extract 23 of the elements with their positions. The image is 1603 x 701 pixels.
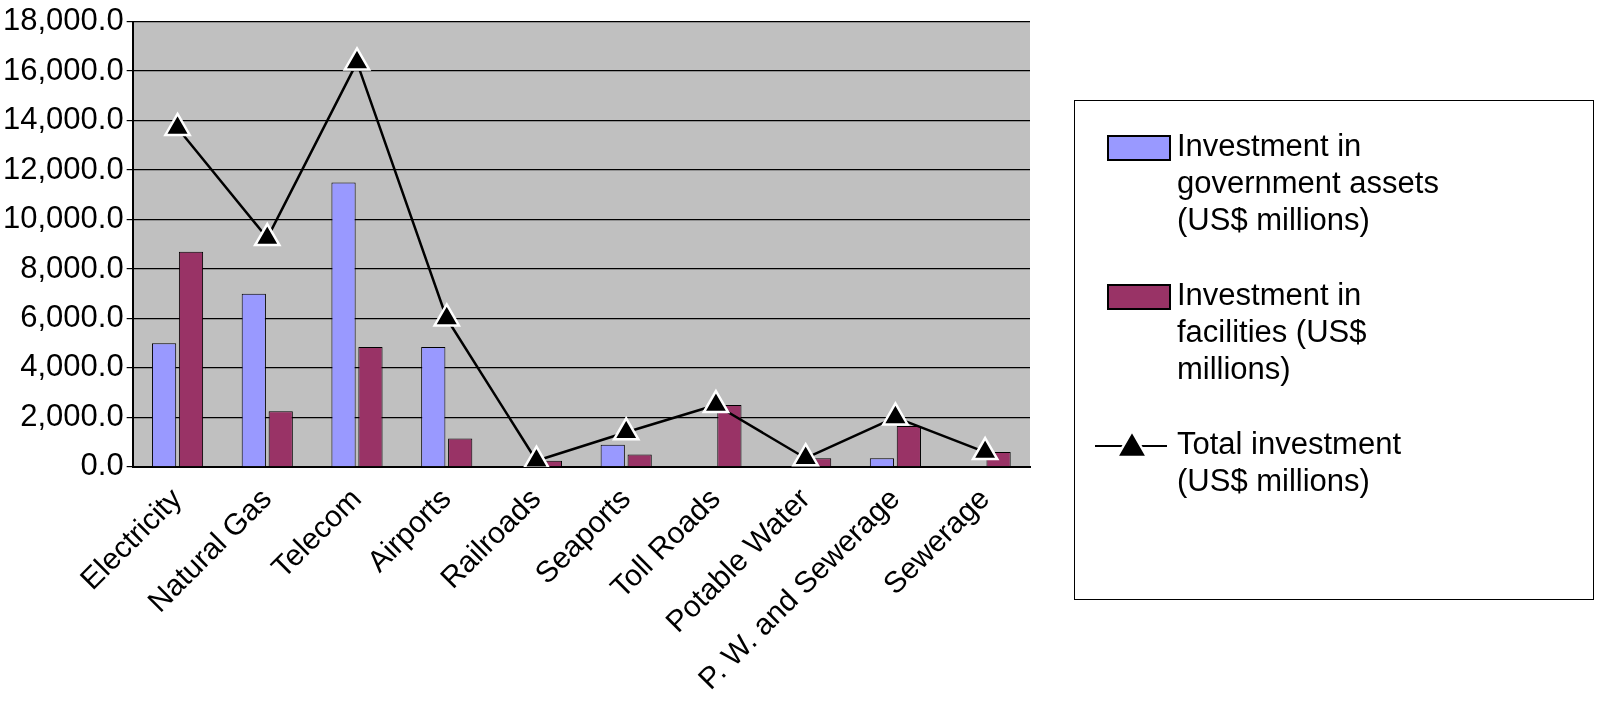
y-tick-label: 6,000.0 (20, 299, 124, 335)
point (792, 442, 820, 467)
y-tick-label: 16,000.0 (3, 51, 124, 87)
y-tick-label: 18,000.0 (3, 2, 124, 38)
y-tick-label: 0.0 (80, 447, 124, 483)
point (882, 402, 909, 426)
point (433, 303, 461, 327)
legend-label: Investment in government assets (US$ millions) (1177, 127, 1440, 238)
point (971, 436, 999, 461)
legend-label: Total investment (US$ millions) (1177, 425, 1402, 499)
point (523, 445, 550, 467)
point (612, 417, 640, 441)
y-tick-label: 14,000.0 (3, 101, 124, 137)
y-tick-label: 10,000.0 (3, 200, 124, 236)
point (164, 112, 191, 137)
y-tick-label: 4,000.0 (20, 348, 124, 384)
y-tick-label: 2,000.0 (20, 397, 124, 433)
point (343, 47, 371, 71)
y-tick-label: 8,000.0 (20, 249, 124, 285)
point (253, 222, 281, 247)
point (702, 389, 730, 414)
y-tick-label: 12,000.0 (3, 150, 124, 186)
legend-label: Investment in facilities (US$ millions) (1177, 276, 1368, 387)
